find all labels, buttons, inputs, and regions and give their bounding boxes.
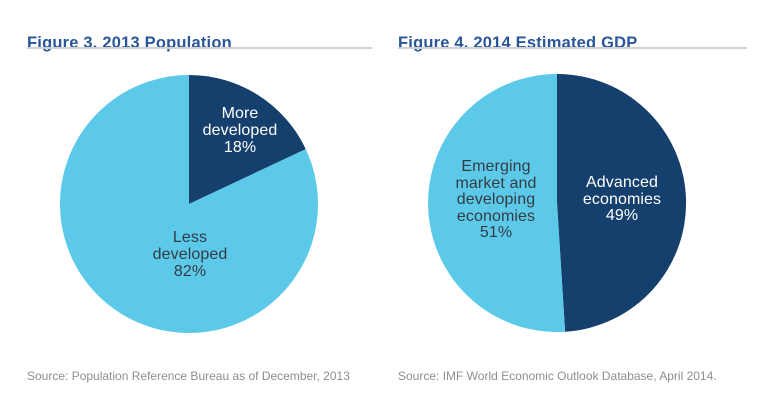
pie-slice-more-developed (189, 75, 306, 204)
slice-label-advanced-economies: Advanced economies 49% (582, 174, 662, 224)
slice-label-more-developed: More developed 18% (202, 105, 278, 156)
pie-slice-advanced-economies (557, 73, 687, 332)
slice-label-emerging-economies: Emerging market and developing economies… (455, 158, 537, 241)
figure-panel-gdp: Figure 4. 2014 Estimated GDP Emerging ma… (379, 0, 757, 401)
title-divider-line (27, 47, 372, 49)
figure-title-gdp: Figure 4. 2014 Estimated GDP (398, 33, 638, 52)
pie-chart-population (59, 75, 318, 333)
pie-slice-emerging-market-and-developing-economies (428, 74, 566, 332)
source-note-population: Source: Population Reference Bureau as o… (27, 369, 350, 383)
slice-label-less-developed: Less developed 82% (152, 229, 228, 280)
figure-panel-population: Figure 3. 2013 Population More developed… (27, 33, 372, 383)
pie-chart-gdp (428, 73, 687, 332)
title-divider-line (398, 47, 747, 49)
source-note-gdp: Source: IMF World Economic Outlook Datab… (398, 369, 717, 383)
figure-title-population: Figure 3. 2013 Population (27, 33, 232, 52)
pie-slice-less-developed (59, 75, 318, 333)
